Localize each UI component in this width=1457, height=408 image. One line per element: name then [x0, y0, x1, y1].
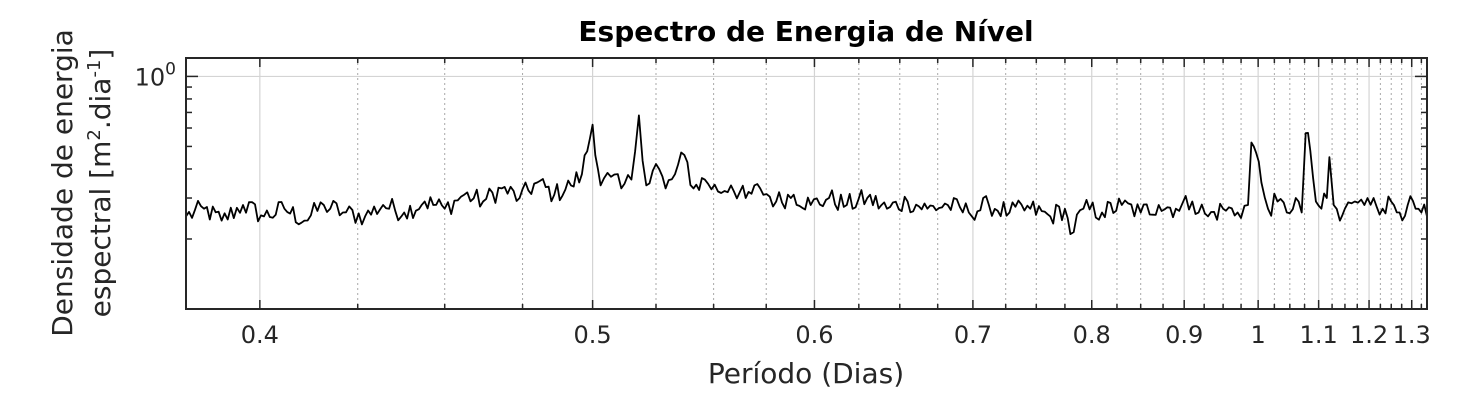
y-axis-label-line2: espectral [m2.dia-1]	[84, 49, 117, 318]
x-tick-label: 1.3	[1393, 321, 1431, 349]
y-axis-label-prefix: espectral [m	[84, 141, 117, 318]
x-tick-label: 0.4	[241, 321, 279, 349]
x-tick-label: 0.5	[574, 321, 612, 349]
x-tick-label: 0.6	[795, 321, 833, 349]
y-tick-label: 100	[135, 59, 176, 91]
ticks: 0.4 0.5 0.6 0.7 0.8 0.9 1 1.1 1.2 1.3 100	[135, 58, 1431, 349]
x-tick-label: 0.9	[1165, 321, 1203, 349]
x-tick-label: 1.2	[1350, 321, 1388, 349]
x-tick-label: 1.1	[1300, 321, 1338, 349]
y-axis-label-sup2: -1	[84, 60, 105, 78]
y-axis-label-sup1: 2	[84, 129, 105, 140]
x-tick-label: 1	[1250, 321, 1265, 349]
y-axis-label-line1: Densidade de energia	[46, 29, 79, 337]
y-axis-label-suffix: ]	[84, 49, 117, 60]
series-line	[185, 114, 1428, 235]
x-tick-label: 0.8	[1073, 321, 1111, 349]
x-axis-label: Período (Dias)	[708, 357, 904, 390]
plot-frame	[185, 57, 1428, 310]
y-axis-label: Densidade de energia espectral [m2.dia-1…	[46, 29, 117, 337]
chart-title: Espectro de Energia de Nível	[578, 15, 1033, 48]
x-tick-label: 0.7	[954, 321, 992, 349]
grid	[186, 58, 1427, 309]
y-axis-label-mid: .dia	[84, 78, 117, 130]
